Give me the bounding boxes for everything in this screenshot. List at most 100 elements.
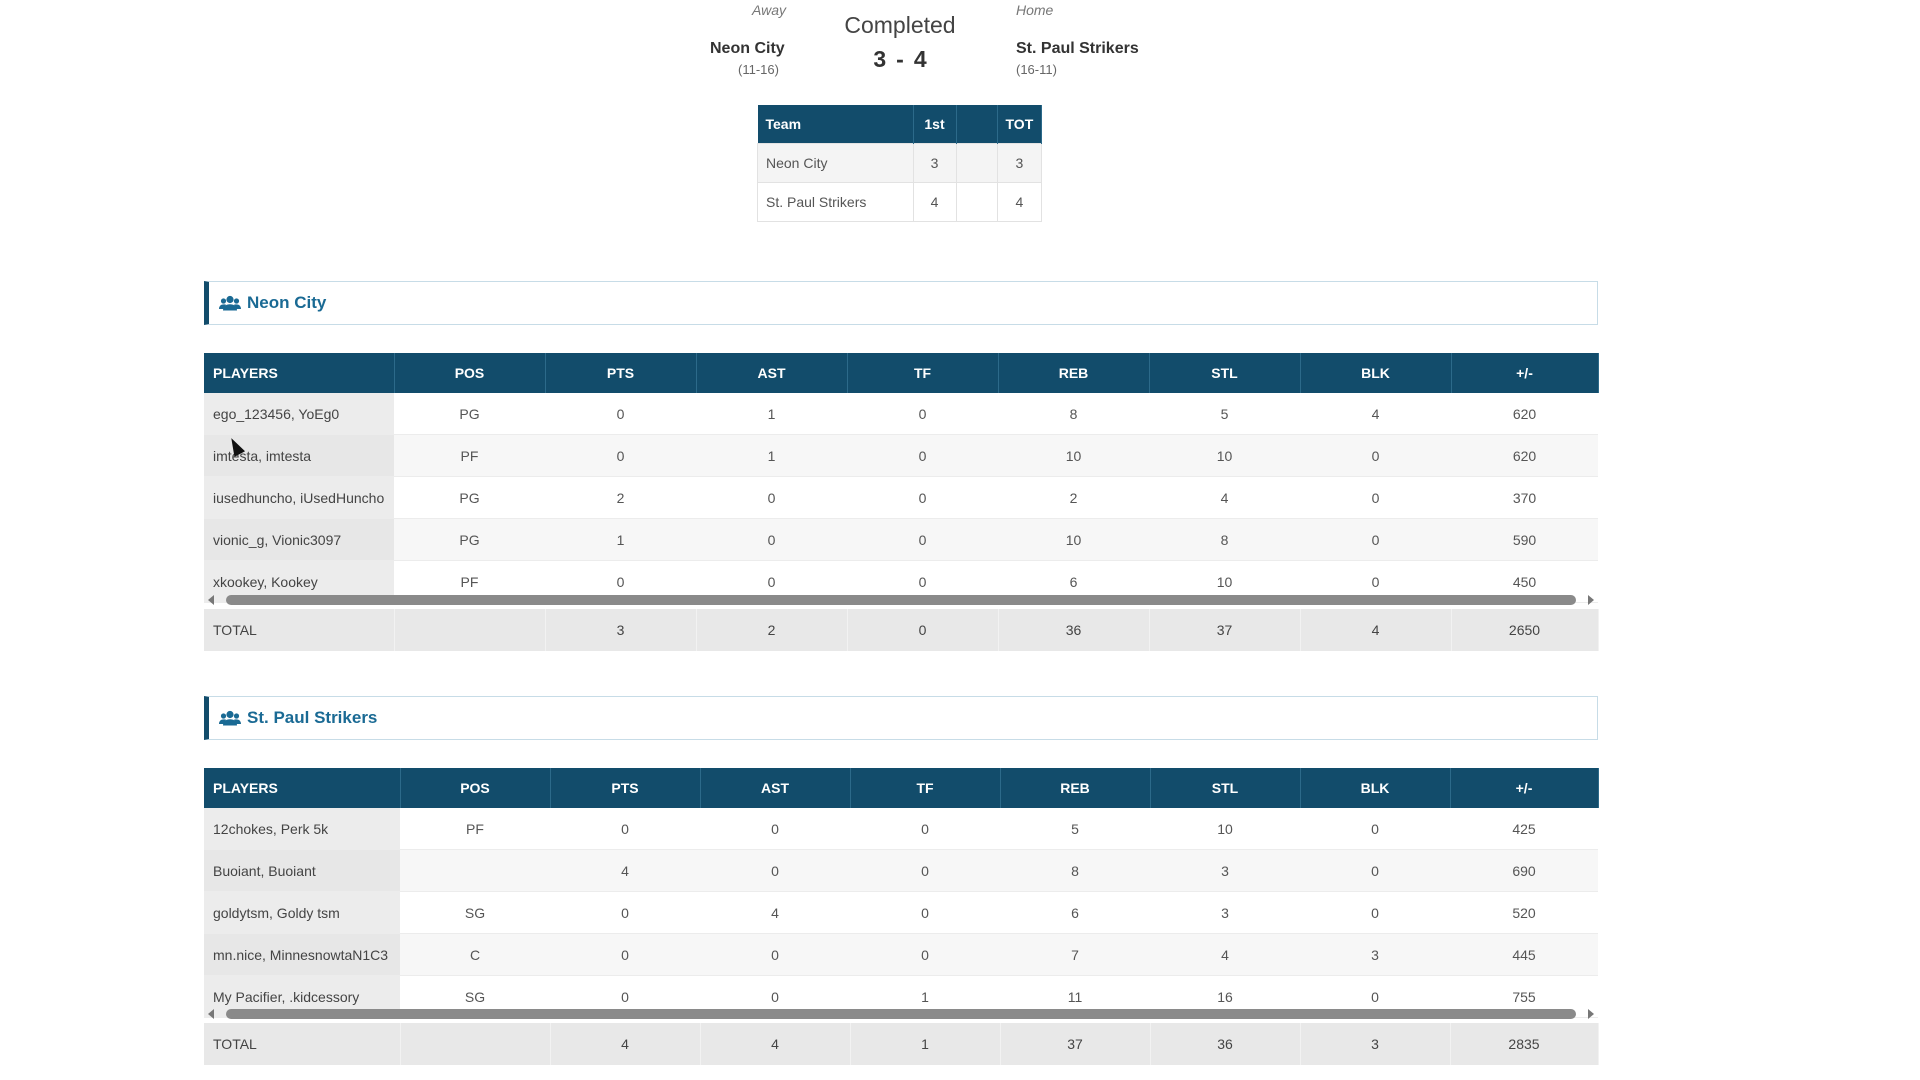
total-blk: 4 bbox=[1300, 609, 1452, 651]
stat-stl: 4 bbox=[1150, 933, 1300, 976]
stat-reb: 7 bbox=[1000, 933, 1150, 976]
col-header-plus-minus[interactable]: +/- bbox=[1451, 353, 1599, 393]
col-header-blk[interactable]: BLK bbox=[1300, 353, 1452, 393]
stat-tf: 0 bbox=[847, 518, 998, 561]
away-team-record: (11-16) bbox=[738, 62, 779, 77]
table-row: ego_123456, YoEg0 PG 0 1 0 8 5 4 620 bbox=[204, 393, 1598, 435]
total-reb: 37 bbox=[1000, 1023, 1151, 1065]
stat-stl: 5 bbox=[1149, 393, 1300, 435]
scroll-right-icon[interactable] bbox=[1588, 595, 1594, 605]
stat-stl: 10 bbox=[1149, 434, 1300, 477]
linescore-row: St. Paul Strikers 4 4 bbox=[757, 182, 1043, 222]
stat-tf: 0 bbox=[850, 891, 1000, 934]
player-name[interactable]: mn.nice, MinnesnowtaN1C3 bbox=[204, 933, 400, 976]
stat-stl: 10 bbox=[1150, 808, 1300, 850]
col-header-stl[interactable]: STL bbox=[1150, 768, 1301, 808]
col-header-ast[interactable]: AST bbox=[700, 768, 851, 808]
player-name[interactable]: ego_123456, YoEg0 bbox=[204, 393, 394, 435]
stat-pos: PF bbox=[400, 808, 550, 850]
player-name[interactable]: Buoiant, Buoiant bbox=[204, 849, 400, 892]
table-row: 12chokes, Perk 5k PF 0 0 0 5 10 0 425 bbox=[204, 808, 1598, 850]
linescore-total: 4 bbox=[996, 182, 1043, 222]
box-score-page: Away Neon City (11-16) Completed 3-4 Hom… bbox=[204, 2, 1599, 1065]
table-row: mn.nice, MinnesnowtaN1C3 C 0 0 0 7 4 3 4… bbox=[204, 933, 1598, 976]
col-header-reb[interactable]: REB bbox=[1000, 768, 1151, 808]
scroll-left-icon[interactable] bbox=[208, 595, 214, 605]
scrollbar-thumb[interactable] bbox=[226, 595, 1576, 605]
stat-reb: 10 bbox=[998, 518, 1149, 561]
stat-pts: 2 bbox=[545, 476, 696, 519]
stat-tf: 0 bbox=[847, 434, 998, 477]
stat-blk: 3 bbox=[1300, 933, 1450, 976]
game-status: Completed bbox=[844, 12, 956, 38]
scrollbar-thumb[interactable] bbox=[226, 1009, 1576, 1019]
total-plus-minus: 2835 bbox=[1450, 1023, 1599, 1065]
player-name[interactable]: 12chokes, Perk 5k bbox=[204, 808, 400, 850]
stat-pts: 0 bbox=[545, 393, 696, 435]
away-team-name: Neon City bbox=[710, 40, 785, 57]
total-tf: 1 bbox=[850, 1023, 1001, 1065]
total-pos bbox=[394, 609, 546, 651]
stat-blk: 0 bbox=[1300, 849, 1450, 892]
col-header-pos[interactable]: POS bbox=[394, 353, 546, 393]
stat-pos bbox=[400, 849, 550, 892]
totals-row-st-paul-strikers: TOTAL 4 4 1 37 36 3 2835 bbox=[204, 1023, 1599, 1065]
total-stl: 37 bbox=[1149, 609, 1301, 651]
scroll-left-icon[interactable] bbox=[208, 1009, 214, 1019]
horizontal-scrollbar[interactable] bbox=[204, 592, 1598, 608]
stat-ast: 1 bbox=[696, 434, 847, 477]
col-header-ast[interactable]: AST bbox=[696, 353, 848, 393]
stat-stl: 4 bbox=[1149, 476, 1300, 519]
total-tf: 0 bbox=[847, 609, 999, 651]
stat-tf: 0 bbox=[850, 849, 1000, 892]
player-name[interactable]: imtesta, imtesta bbox=[204, 434, 394, 477]
player-name[interactable]: goldytsm, Goldy tsm bbox=[204, 891, 400, 934]
stat-plus-minus: 425 bbox=[1450, 808, 1598, 850]
home-team-record: (16-11) bbox=[1016, 62, 1057, 77]
col-header-tf[interactable]: TF bbox=[847, 353, 999, 393]
stat-reb: 5 bbox=[1000, 808, 1150, 850]
player-name[interactable]: iusedhuncho, iUsedHuncho bbox=[204, 476, 394, 519]
linescore-team: Neon City bbox=[757, 143, 914, 183]
col-header-reb[interactable]: REB bbox=[998, 353, 1150, 393]
col-header-tf[interactable]: TF bbox=[850, 768, 1001, 808]
stat-pos: PG bbox=[394, 393, 545, 435]
player-name[interactable]: vionic_g, Vionic3097 bbox=[204, 518, 394, 561]
stat-blk: 0 bbox=[1300, 891, 1450, 934]
total-pos bbox=[400, 1023, 551, 1065]
col-header-pos[interactable]: POS bbox=[400, 768, 551, 808]
linescore-header-blank bbox=[956, 105, 998, 144]
col-header-stl[interactable]: STL bbox=[1149, 353, 1301, 393]
stat-stl: 3 bbox=[1150, 891, 1300, 934]
linescore-period: 3 bbox=[912, 143, 957, 183]
total-label: TOTAL bbox=[204, 1023, 401, 1065]
stat-reb: 6 bbox=[1000, 891, 1150, 934]
total-pts: 4 bbox=[550, 1023, 701, 1065]
linescore-header-1st: 1st bbox=[913, 105, 957, 144]
stat-blk: 0 bbox=[1300, 476, 1451, 519]
col-header-pts[interactable]: PTS bbox=[545, 353, 697, 393]
col-header-blk[interactable]: BLK bbox=[1300, 768, 1451, 808]
col-header-players[interactable]: PLAYERS bbox=[204, 353, 395, 393]
linescore-header-team: Team bbox=[757, 105, 914, 144]
final-score: 3-4 bbox=[800, 46, 1000, 73]
stat-plus-minus: 370 bbox=[1451, 476, 1598, 519]
stat-pts: 0 bbox=[550, 808, 700, 850]
stat-plus-minus: 520 bbox=[1450, 891, 1598, 934]
box-score-table-neon-city: PLAYERS POS PTS AST TF REB STL BLK +/- e… bbox=[204, 353, 1599, 603]
col-header-pts[interactable]: PTS bbox=[550, 768, 701, 808]
stat-reb: 8 bbox=[998, 393, 1149, 435]
stat-ast: 1 bbox=[696, 393, 847, 435]
stat-blk: 0 bbox=[1300, 518, 1451, 561]
stat-pts: 0 bbox=[550, 933, 700, 976]
team-banner-neon-city: Neon City bbox=[204, 281, 1598, 325]
linescore-total: 3 bbox=[996, 143, 1043, 183]
col-header-plus-minus[interactable]: +/- bbox=[1450, 768, 1599, 808]
scroll-right-icon[interactable] bbox=[1588, 1009, 1594, 1019]
horizontal-scrollbar[interactable] bbox=[204, 1006, 1598, 1022]
score-separator: - bbox=[896, 46, 904, 72]
stat-pos: SG bbox=[400, 891, 550, 934]
team-banner-st-paul-strikers: St. Paul Strikers bbox=[204, 696, 1598, 740]
col-header-players[interactable]: PLAYERS bbox=[204, 768, 401, 808]
total-stl: 36 bbox=[1150, 1023, 1301, 1065]
